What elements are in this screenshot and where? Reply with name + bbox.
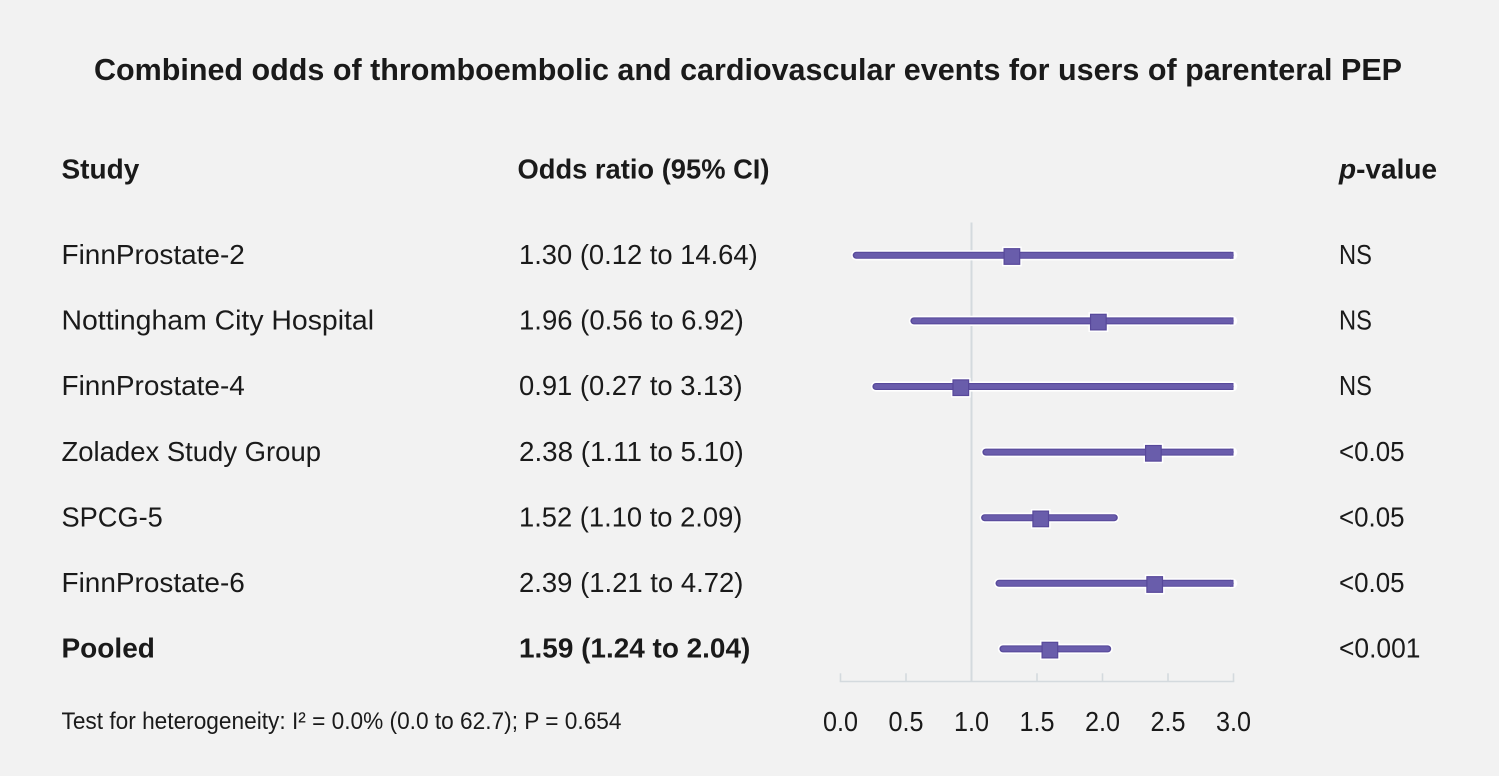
svg-text:SPCG-5: SPCG-5 [62, 501, 163, 532]
svg-text:NS: NS [1339, 239, 1372, 270]
svg-text:0.5: 0.5 [889, 706, 924, 737]
svg-text:NS: NS [1339, 370, 1372, 401]
svg-text:<0.05: <0.05 [1339, 436, 1405, 467]
svg-text:1.96 (0.56 to 6.92): 1.96 (0.56 to 6.92) [519, 305, 744, 336]
svg-text:1.30 (0.12 to 14.64): 1.30 (0.12 to 14.64) [519, 239, 758, 270]
svg-text:1.5: 1.5 [1020, 706, 1055, 737]
svg-text:2.39 (1.21 to 4.72): 2.39 (1.21 to 4.72) [519, 567, 743, 598]
svg-text:Odds ratio (95% CI): Odds ratio (95% CI) [518, 153, 770, 184]
svg-text:FinnProstate-2: FinnProstate-2 [62, 239, 245, 270]
svg-text:FinnProstate-6: FinnProstate-6 [62, 567, 245, 598]
svg-text:<0.05: <0.05 [1339, 501, 1405, 532]
svg-text:p: p [1338, 153, 1356, 184]
svg-text:0.0: 0.0 [823, 706, 858, 737]
svg-text:Combined odds of thromboemboli: Combined odds of thromboembolic and card… [94, 53, 1402, 87]
svg-text:1.0: 1.0 [954, 706, 989, 737]
svg-text:2.38 (1.11 to 5.10): 2.38 (1.11 to 5.10) [519, 436, 744, 467]
svg-text:2.0: 2.0 [1085, 706, 1120, 737]
svg-text:1.52 (1.10 to 2.09): 1.52 (1.10 to 2.09) [519, 501, 742, 532]
svg-text:<0.001: <0.001 [1339, 633, 1420, 664]
svg-text:Zoladex Study Group: Zoladex Study Group [62, 436, 322, 467]
svg-text:2.5: 2.5 [1151, 706, 1186, 737]
svg-text:-value: -value [1356, 153, 1437, 184]
svg-text:1.59 (1.24 to 2.04): 1.59 (1.24 to 2.04) [519, 633, 750, 664]
svg-text:FinnProstate-4: FinnProstate-4 [62, 370, 245, 401]
svg-text:<0.05: <0.05 [1339, 567, 1405, 598]
svg-text:Test for heterogeneity: I² = 0: Test for heterogeneity: I² = 0.0% (0.0 t… [62, 708, 622, 735]
svg-text:Nottingham City Hospital: Nottingham City Hospital [62, 305, 375, 336]
svg-text:3.0: 3.0 [1216, 706, 1251, 737]
svg-text:0.91 (0.27 to 3.13): 0.91 (0.27 to 3.13) [519, 370, 743, 401]
svg-text:Pooled: Pooled [62, 633, 155, 664]
svg-text:Study: Study [62, 153, 140, 184]
svg-text:NS: NS [1339, 305, 1372, 336]
